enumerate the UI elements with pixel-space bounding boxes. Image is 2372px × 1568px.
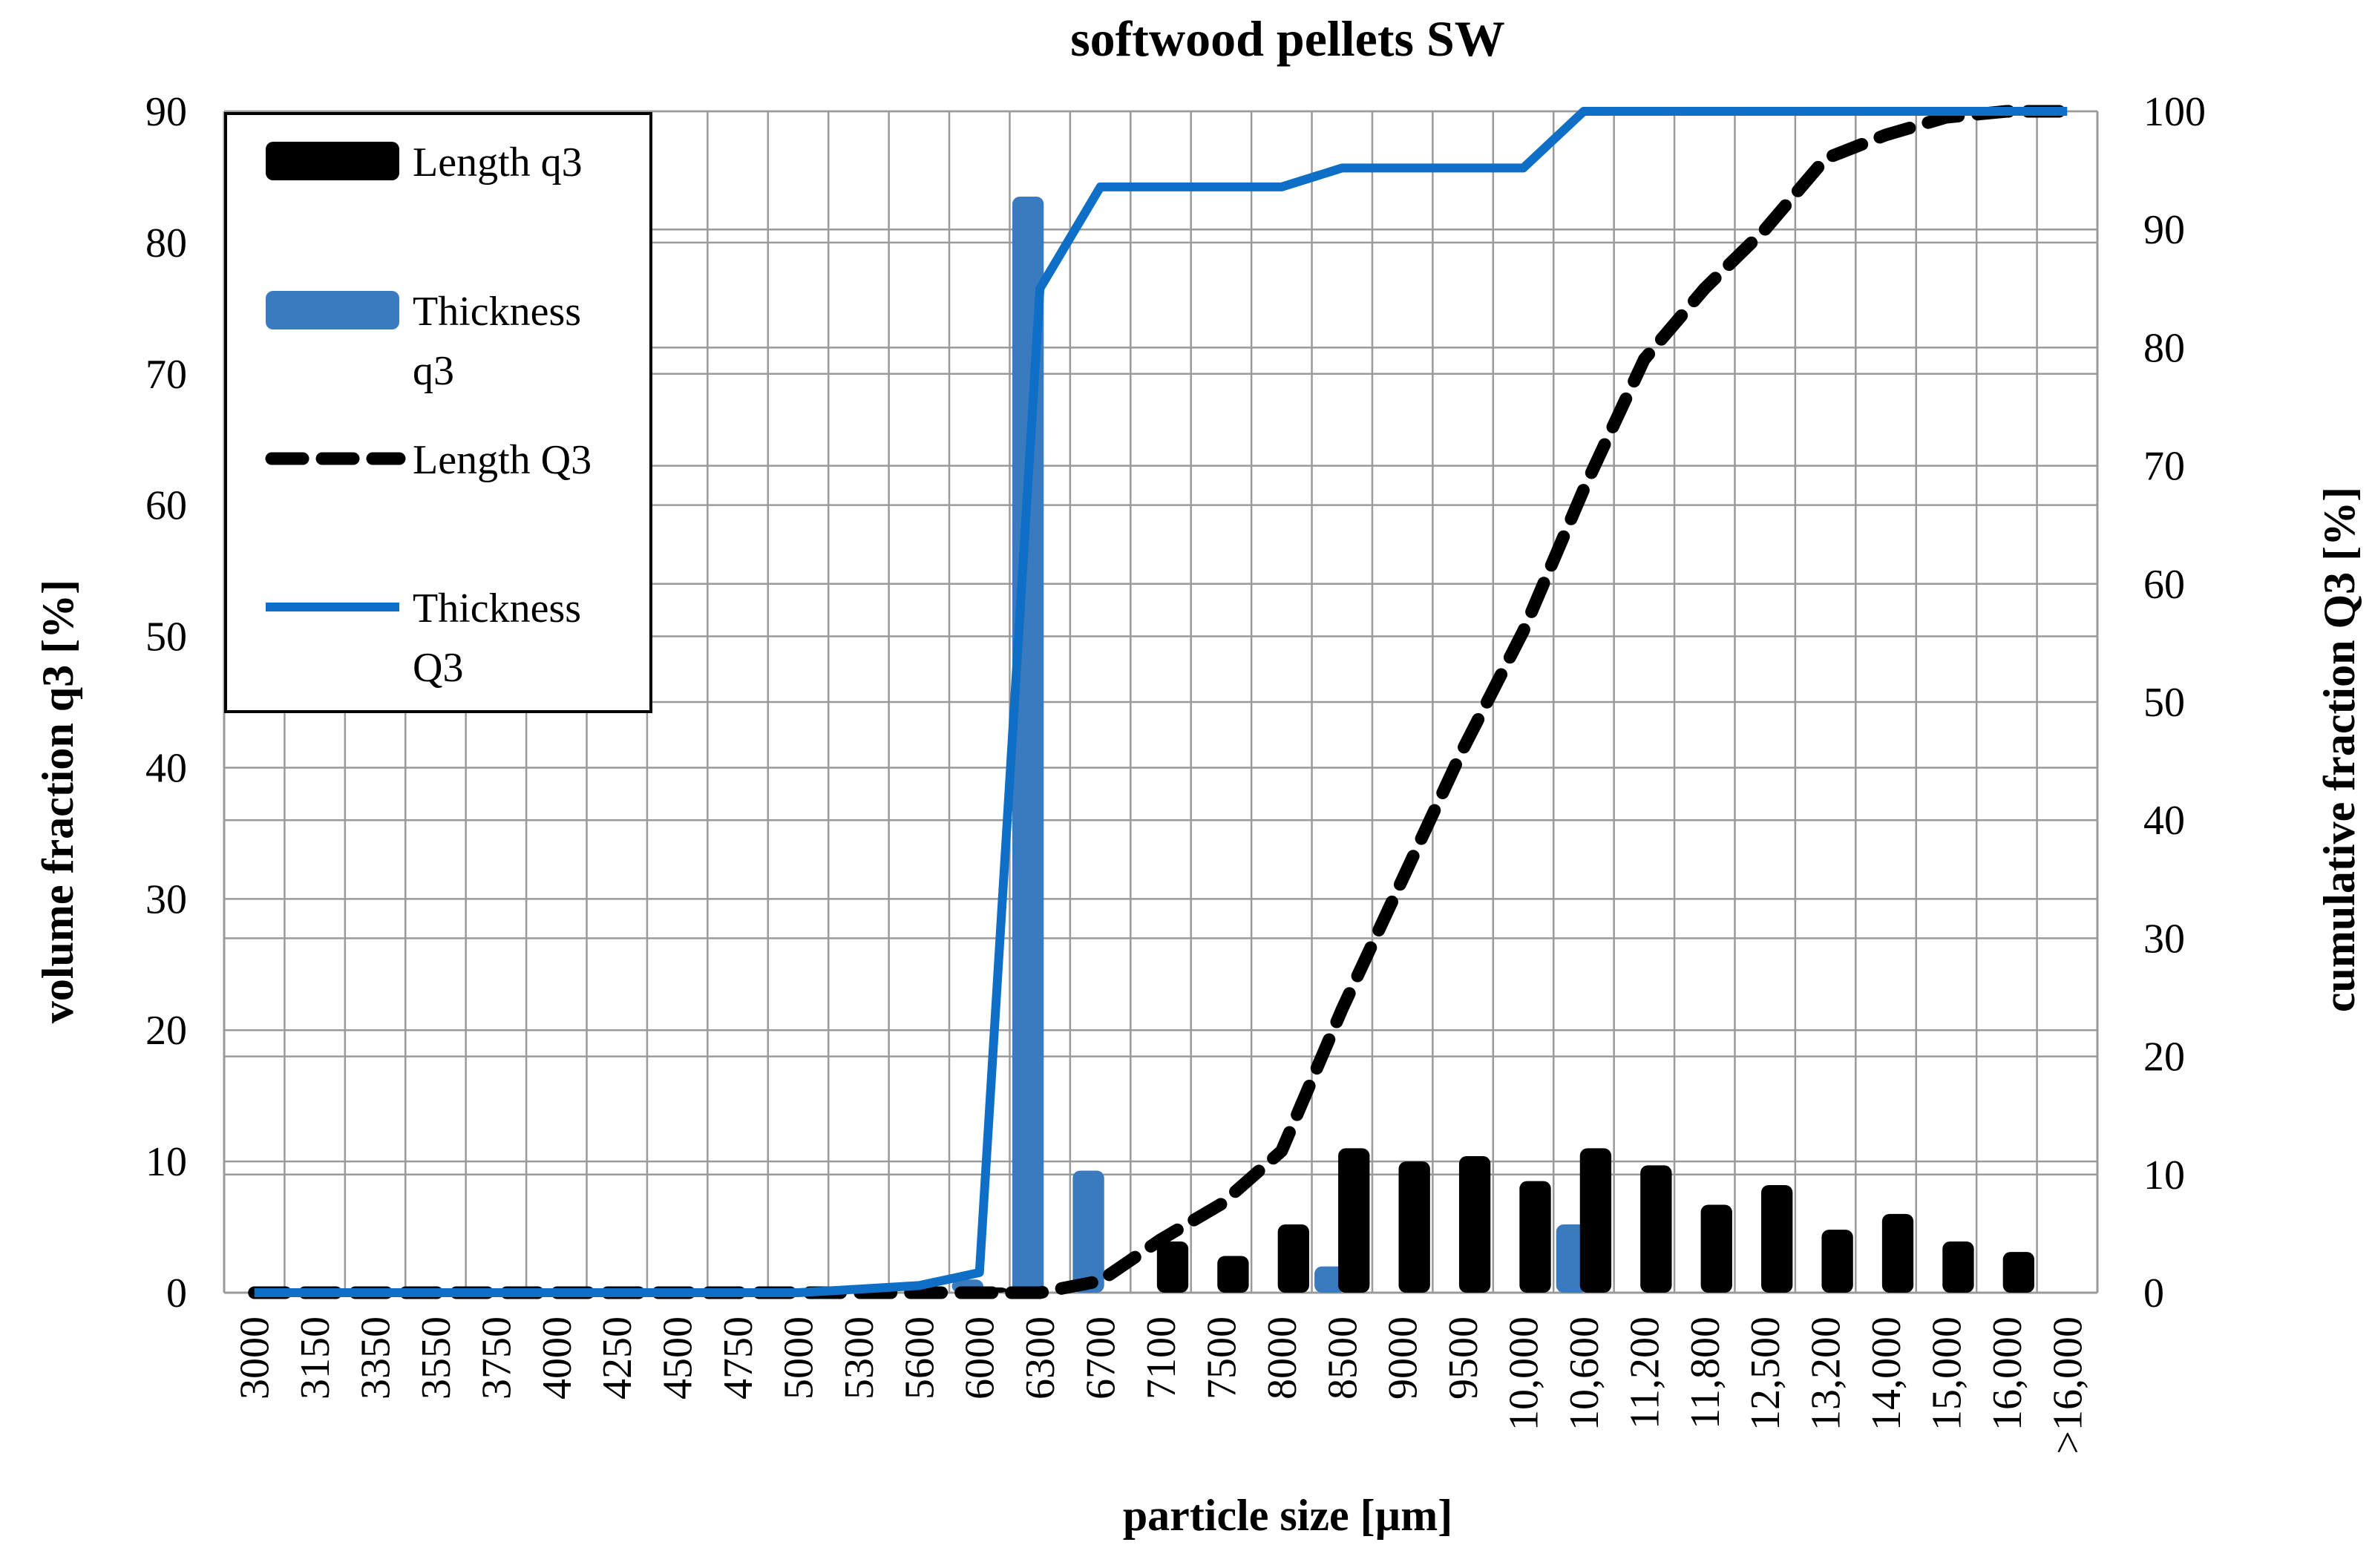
x-tick-label: 3750 — [474, 1316, 520, 1400]
x-tick-label: 4500 — [655, 1316, 701, 1400]
x-axis-ticks: 3000 3150 3350 3550 3750 4000 4250 4500 4750 5000… — [232, 1316, 2091, 1454]
right-tick-label: 20 — [2143, 1034, 2185, 1080]
length-q3-bars — [310, 1148, 2035, 1293]
length-q3-bar — [1156, 1241, 1189, 1293]
x-tick-label: 6300 — [1018, 1316, 1064, 1400]
length-q3-bar — [1519, 1181, 1551, 1293]
x-tick-label: 7100 — [1139, 1316, 1185, 1400]
legend-label: Q3 — [413, 645, 463, 691]
x-tick-label: 5000 — [776, 1316, 822, 1400]
x-tick-label: 4250 — [594, 1316, 640, 1400]
left-tick-label: 70 — [145, 352, 187, 398]
x-tick-label: 16,000 — [1985, 1316, 2031, 1431]
right-tick-label: 60 — [2143, 562, 2185, 608]
left-tick-label: 60 — [145, 483, 187, 529]
right-tick-label: 80 — [2143, 325, 2185, 371]
length-q3-bar — [1700, 1204, 1732, 1293]
y-axis-title: volume fraction q3 [%] — [33, 580, 82, 1023]
x-tick-label: 12,500 — [1743, 1316, 1789, 1431]
length-q3-bar — [1942, 1241, 1974, 1293]
x-tick-label: 4750 — [715, 1316, 761, 1400]
x-axis-title: particle size [µm] — [1123, 1491, 1452, 1540]
right-tick-label: 0 — [2143, 1270, 2164, 1316]
chart-title: softwood pellets SW — [1070, 10, 1505, 67]
cumulative-lines — [248, 105, 2074, 1299]
x-tick-label: 4000 — [534, 1316, 580, 1400]
x-tick-label: 14,000 — [1864, 1316, 1910, 1431]
x-tick-label: 13,200 — [1803, 1316, 1850, 1431]
legend-label: Thickness — [413, 585, 581, 632]
length-q3-bar — [2002, 1252, 2035, 1293]
right-axis-ticks: 0 10 20 30 40 50 60 70 80 90 100 — [2143, 89, 2206, 1316]
legend: Length q3 Thickness q3 Length Q3 Thickness Q3 — [224, 112, 652, 713]
left-tick-label: 10 — [145, 1139, 187, 1185]
right-tick-label: 90 — [2143, 207, 2185, 253]
right-tick-label: 70 — [2143, 444, 2185, 490]
left-tick-label: 20 — [145, 1008, 187, 1054]
x-tick-label: 6000 — [957, 1316, 1003, 1400]
length-q3-bar — [1821, 1230, 1853, 1293]
x-tick-label: 5600 — [897, 1316, 943, 1400]
x-tick-label: 11,800 — [1683, 1316, 1729, 1429]
x-tick-label: >16,000 — [2045, 1316, 2091, 1454]
right-tick-label: 40 — [2143, 798, 2185, 844]
right-tick-label: 100 — [2143, 89, 2206, 135]
x-tick-label: 10,600 — [1562, 1316, 1608, 1431]
x-tick-label: 3350 — [353, 1316, 399, 1400]
right-tick-label: 10 — [2143, 1152, 2185, 1198]
left-tick-label: 80 — [145, 220, 187, 266]
length-q3-bar — [1277, 1224, 1310, 1293]
length-q3-bar — [1398, 1161, 1430, 1293]
x-tick-label: 10,000 — [1501, 1316, 1547, 1431]
x-tick-label: 11,200 — [1622, 1316, 1668, 1429]
length-q3-bar — [1579, 1148, 1612, 1293]
legend-swatch — [266, 291, 399, 329]
left-tick-label: 90 — [145, 89, 187, 135]
legend-label: Length q3 — [413, 140, 583, 186]
length-q3-bar — [1217, 1256, 1249, 1293]
x-tick-label: 8500 — [1320, 1316, 1366, 1400]
left-axis-ticks: 0 10 20 30 40 50 60 70 80 90 — [145, 89, 187, 1316]
x-tick-label: 6700 — [1078, 1316, 1124, 1400]
x-tick-label: 15,000 — [1924, 1316, 1970, 1431]
thickness-Q3-line — [254, 107, 2068, 1297]
length-q3-bar — [1458, 1156, 1491, 1293]
thickness-q3-bar — [1556, 1224, 1588, 1293]
left-tick-label: 0 — [166, 1270, 187, 1316]
length-q3-bar — [1338, 1148, 1370, 1293]
length-q3-bar — [1761, 1184, 1793, 1293]
x-tick-label: 7500 — [1199, 1316, 1245, 1400]
left-tick-label: 30 — [145, 876, 187, 922]
length-q3-bar — [1640, 1165, 1672, 1293]
left-tick-label: 40 — [145, 745, 187, 791]
thickness-q3-bar — [1314, 1266, 1346, 1293]
x-tick-label: 9500 — [1441, 1316, 1487, 1400]
x-tick-label: 5300 — [836, 1316, 882, 1400]
legend-swatch — [266, 142, 399, 180]
x-tick-label: 9000 — [1380, 1316, 1426, 1400]
thickness-q3-bar — [1012, 196, 1044, 1293]
y2-axis-title: cumulative fraction Q3 [%] — [2315, 487, 2364, 1012]
legend-label: q3 — [413, 348, 454, 394]
right-tick-label: 50 — [2143, 680, 2185, 726]
left-tick-label: 50 — [145, 614, 187, 660]
x-tick-label: 8000 — [1259, 1316, 1305, 1400]
length-q3-bar — [1881, 1213, 1914, 1293]
x-tick-label: 3150 — [292, 1316, 338, 1400]
x-tick-label: 3000 — [232, 1316, 278, 1400]
thickness-q3-bars — [951, 196, 1588, 1293]
legend-box — [224, 112, 652, 713]
right-tick-label: 30 — [2143, 916, 2185, 962]
x-tick-label: 3550 — [413, 1316, 459, 1400]
legend-label: Thickness — [413, 289, 581, 335]
thickness-q3-bar — [1072, 1170, 1104, 1293]
legend-label: Length Q3 — [413, 437, 592, 483]
